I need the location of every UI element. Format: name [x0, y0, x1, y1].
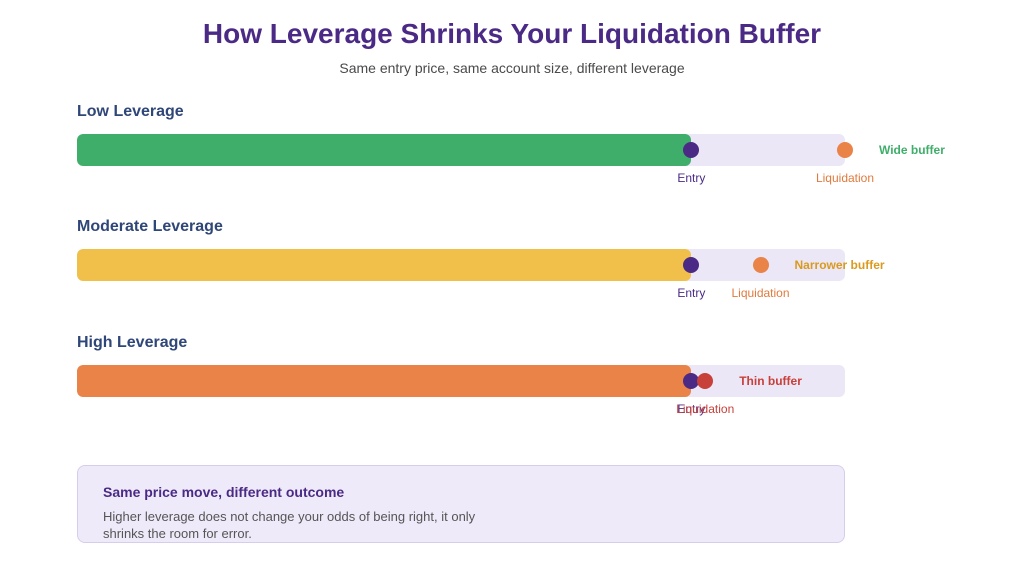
leverage-row-low: Low Leverage Entry Liquidation Wide buff… [0, 103, 1024, 213]
entry-marker [683, 373, 700, 389]
leverage-row-high: High Leverage Entry Liquidation Thin buf… [0, 334, 1024, 444]
liquidation-marker [752, 257, 769, 273]
entry-label: Entry [677, 286, 706, 300]
liquidation-label: Liquidation [676, 402, 735, 416]
entry-label: Entry [677, 171, 706, 185]
entry-marker [683, 142, 700, 158]
row-label: High Leverage [77, 334, 188, 351]
liquidation-label: Liquidation [815, 171, 875, 185]
buffer-label: Wide buffer [879, 143, 945, 157]
page-title: How Leverage Shrinks Your Liquidation Bu… [202, 18, 822, 49]
callout-body: Higher leverage does not change your odd… [103, 509, 476, 541]
price-fill-bar [77, 249, 692, 281]
price-track [77, 249, 845, 281]
price-track [77, 134, 845, 166]
buffer-label: Narrower buffer [794, 258, 885, 272]
entry-label: Entry [677, 402, 706, 416]
entry-marker [683, 257, 700, 273]
info-callout: Same price move, different outcome Highe… [77, 465, 845, 543]
buffer-label: Thin buffer [739, 374, 802, 388]
liquidation-label: Liquidation [731, 286, 790, 300]
row-label: Low Leverage [77, 103, 184, 120]
row-label: Moderate Leverage [77, 218, 223, 235]
leverage-row-moderate: Moderate Leverage Entry Liquidation Narr… [0, 218, 1024, 328]
callout-title: Same price move, different outcome [103, 484, 345, 500]
price-fill-bar [77, 365, 692, 397]
page-subtitle: Same entry price, same account size, dif… [339, 60, 685, 76]
price-fill-bar [77, 134, 692, 166]
liquidation-marker [837, 142, 853, 158]
liquidation-marker [697, 373, 714, 389]
price-track [77, 365, 845, 397]
